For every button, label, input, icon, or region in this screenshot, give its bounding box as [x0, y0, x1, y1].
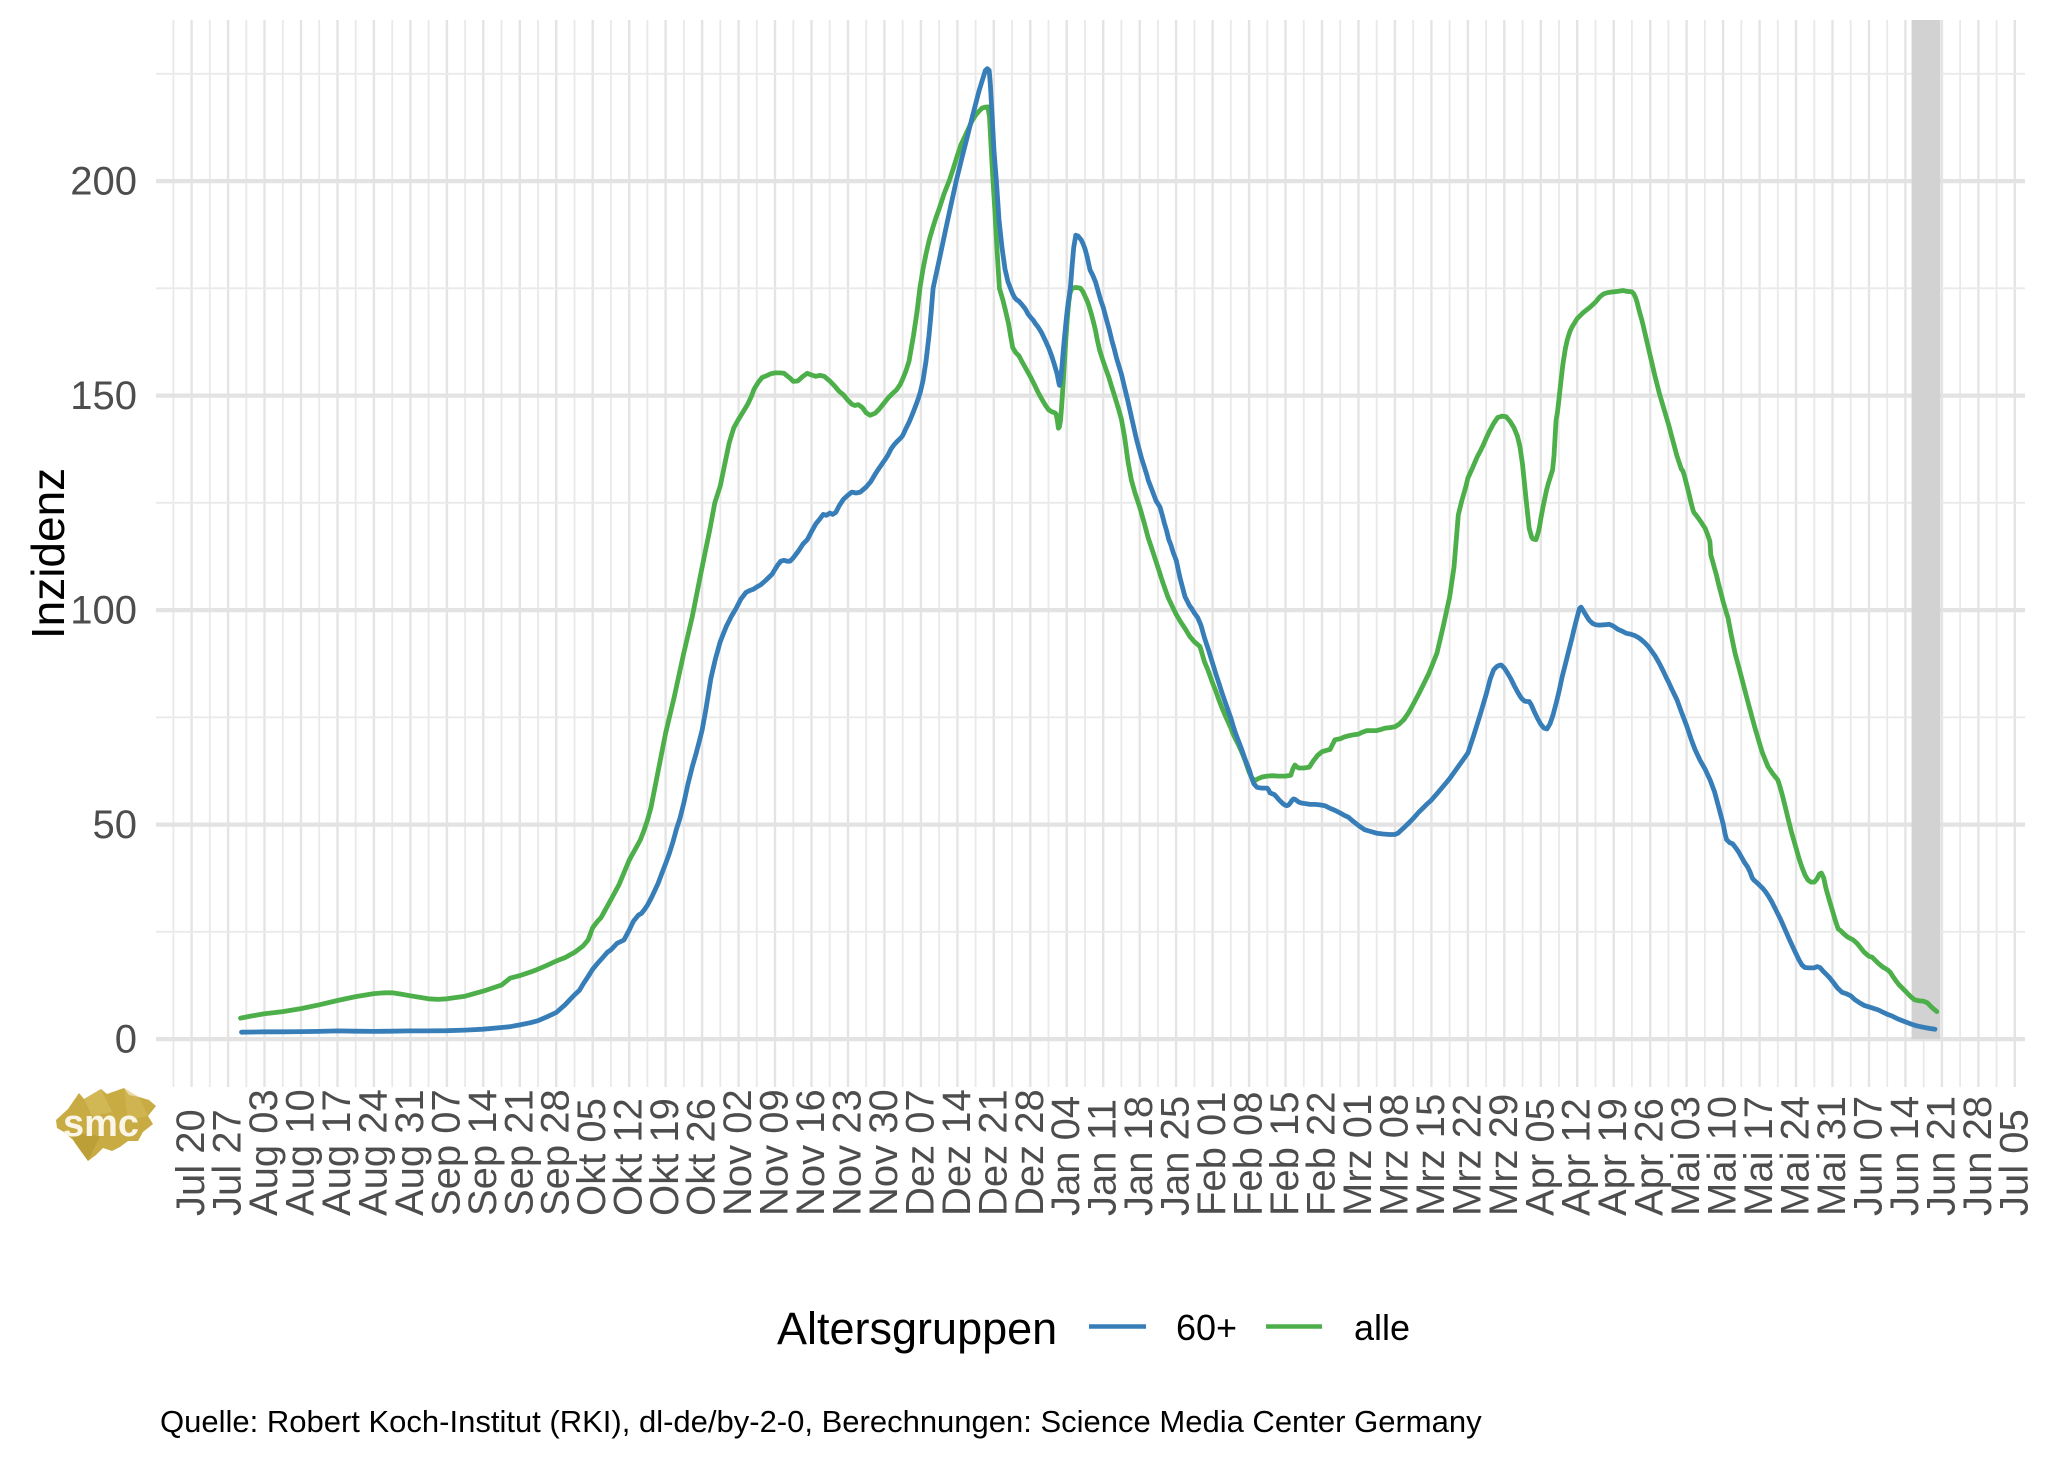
svg-text:Mrz 29: Mrz 29 [1482, 1094, 1526, 1216]
svg-text:50: 50 [93, 803, 138, 847]
svg-text:Jan 04: Jan 04 [1044, 1096, 1088, 1216]
svg-text:Sep 07: Sep 07 [424, 1089, 468, 1216]
svg-text:Mai 31: Mai 31 [1810, 1096, 1854, 1216]
svg-text:Okt 05: Okt 05 [570, 1098, 614, 1216]
svg-text:Nov 02: Nov 02 [716, 1089, 760, 1216]
svg-text:Jan 11: Jan 11 [1081, 1099, 1125, 1216]
svg-text:Sep 21: Sep 21 [497, 1089, 541, 1216]
svg-text:Nov 30: Nov 30 [862, 1089, 906, 1216]
svg-text:Dez 28: Dez 28 [1008, 1089, 1052, 1216]
svg-text:Mai 17: Mai 17 [1737, 1096, 1781, 1216]
svg-text:Apr 26: Apr 26 [1628, 1098, 1672, 1216]
svg-text:Mai 03: Mai 03 [1664, 1096, 1708, 1216]
svg-text:Jul 05: Jul 05 [1992, 1109, 2036, 1216]
svg-text:0: 0 [115, 1018, 137, 1062]
svg-text:Jul 27: Jul 27 [206, 1109, 250, 1216]
svg-text:150: 150 [70, 374, 137, 418]
svg-text:Apr 19: Apr 19 [1591, 1098, 1635, 1216]
svg-text:Nov 09: Nov 09 [753, 1089, 797, 1216]
svg-text:Mrz 01: Mrz 01 [1336, 1094, 1380, 1216]
svg-text:Jul 20: Jul 20 [169, 1109, 213, 1216]
svg-text:Mai 24: Mai 24 [1774, 1096, 1818, 1216]
svg-text:Okt 19: Okt 19 [643, 1098, 687, 1216]
svg-text:Dez 14: Dez 14 [935, 1089, 979, 1216]
svg-text:Feb 01: Feb 01 [1190, 1091, 1234, 1216]
svg-text:Aug 24: Aug 24 [351, 1089, 395, 1216]
svg-text:Inzidenz: Inzidenz [22, 468, 74, 639]
svg-text:Jun 28: Jun 28 [1956, 1096, 2000, 1216]
svg-text:Jun 14: Jun 14 [1883, 1096, 1927, 1216]
svg-text:Apr 12: Apr 12 [1555, 1098, 1599, 1216]
svg-text:Aug 17: Aug 17 [315, 1089, 359, 1216]
svg-text:Quelle: Robert Koch-Institut (: Quelle: Robert Koch-Institut (RKI), dl-d… [160, 1404, 1482, 1439]
svg-text:smc: smc [63, 1103, 139, 1145]
svg-text:Nov 16: Nov 16 [789, 1089, 833, 1216]
svg-text:Feb 08: Feb 08 [1227, 1091, 1271, 1216]
svg-text:Jun 21: Jun 21 [1919, 1096, 1963, 1216]
svg-text:Jan 18: Jan 18 [1117, 1096, 1161, 1216]
svg-text:Altersgruppen: Altersgruppen [777, 1303, 1057, 1354]
svg-text:Jun 07: Jun 07 [1847, 1096, 1891, 1216]
svg-text:Dez 07: Dez 07 [898, 1089, 942, 1216]
svg-text:100: 100 [70, 589, 137, 633]
svg-text:Sep 28: Sep 28 [534, 1089, 578, 1216]
svg-text:Jan 25: Jan 25 [1154, 1096, 1198, 1216]
svg-text:Nov 23: Nov 23 [826, 1089, 870, 1216]
svg-text:Aug 10: Aug 10 [279, 1089, 323, 1216]
svg-text:Mrz 15: Mrz 15 [1409, 1094, 1453, 1216]
svg-text:Apr 05: Apr 05 [1518, 1098, 1562, 1216]
svg-text:Feb 15: Feb 15 [1263, 1091, 1307, 1216]
svg-text:Okt 26: Okt 26 [680, 1098, 724, 1216]
svg-text:Mai 10: Mai 10 [1701, 1096, 1745, 1216]
svg-text:Feb 22: Feb 22 [1300, 1091, 1344, 1216]
svg-text:Mrz 22: Mrz 22 [1445, 1094, 1489, 1216]
svg-text:Sep 14: Sep 14 [461, 1089, 505, 1216]
svg-text:Okt 12: Okt 12 [607, 1098, 651, 1216]
svg-text:Aug 03: Aug 03 [242, 1089, 286, 1216]
svg-text:Dez 21: Dez 21 [971, 1089, 1015, 1216]
svg-text:200: 200 [70, 160, 137, 204]
svg-text:60+: 60+ [1176, 1307, 1237, 1348]
svg-text:Aug 31: Aug 31 [388, 1089, 432, 1216]
svg-text:Mrz 08: Mrz 08 [1372, 1094, 1416, 1216]
svg-text:alle: alle [1354, 1307, 1410, 1348]
